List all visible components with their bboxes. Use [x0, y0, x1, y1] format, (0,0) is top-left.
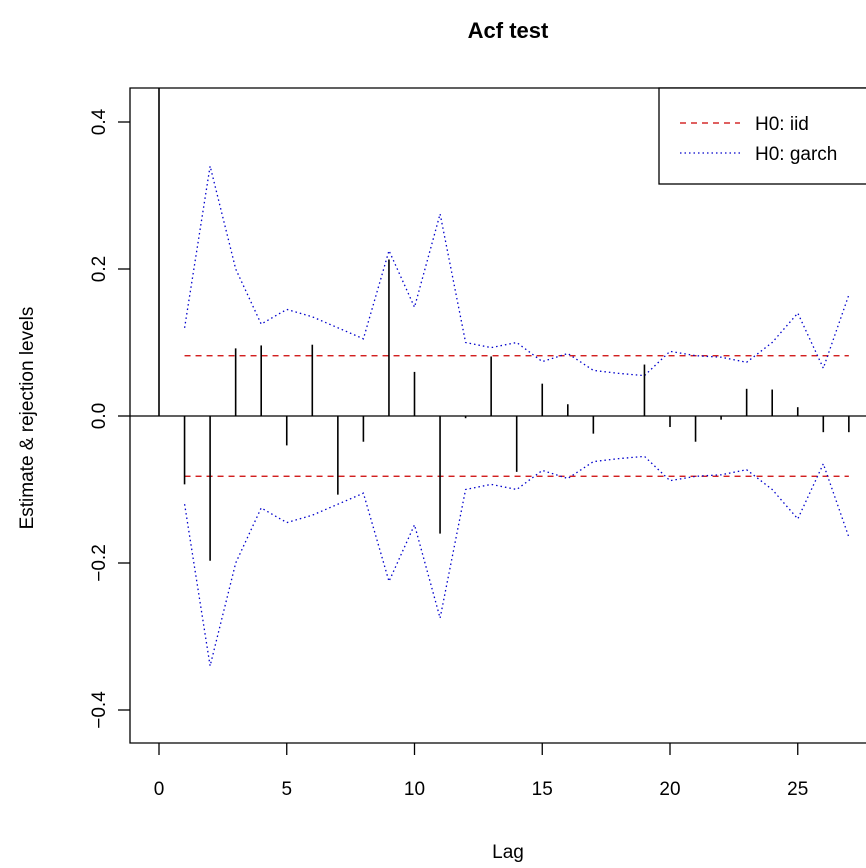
x-tick-label-20: 20 — [659, 779, 680, 800]
legend-garch-label: H0: garch — [755, 144, 837, 165]
x-tick-label-10: 10 — [404, 779, 425, 800]
x-tick-label-5: 5 — [281, 779, 292, 800]
y-tick-label-4: 0.4 — [89, 108, 110, 135]
legend-iid-label: H0: iid — [755, 114, 809, 135]
legend-box — [658, 87, 866, 185]
garch-upper-line — [183, 165, 850, 377]
plot-frame — [129, 87, 866, 744]
x-tick-label-15: 15 — [532, 779, 553, 800]
plot-area — [130, 88, 866, 667]
x-axis: 0 5 10 15 20 25 — [154, 743, 808, 800]
y-tick-label-3: 0.2 — [89, 256, 110, 282]
x-tick-label-25: 25 — [787, 779, 808, 800]
garch-rejection-lines — [183, 165, 850, 667]
chart-title: Acf test — [468, 18, 549, 43]
y-tick-label-2: 0.0 — [89, 403, 110, 429]
x-tick-label-0: 0 — [154, 779, 165, 800]
x-axis-label: Lag — [492, 842, 524, 863]
axes: 0 5 10 15 20 25 −0.4 −0.2 0.0 0.2 0.4 — [89, 87, 866, 800]
y-axis-label: Estimate & rejection levels — [17, 307, 38, 530]
legend: H0: iid H0: garch — [658, 87, 866, 185]
y-tick-label-0: −0.4 — [89, 691, 110, 729]
y-tick-label-1: −0.2 — [89, 544, 110, 582]
iid-rejection-lines — [184, 355, 849, 477]
acf-bars — [158, 88, 850, 561]
garch-lower-line — [183, 455, 850, 667]
y-axis: −0.4 −0.2 0.0 0.2 0.4 — [89, 108, 130, 729]
